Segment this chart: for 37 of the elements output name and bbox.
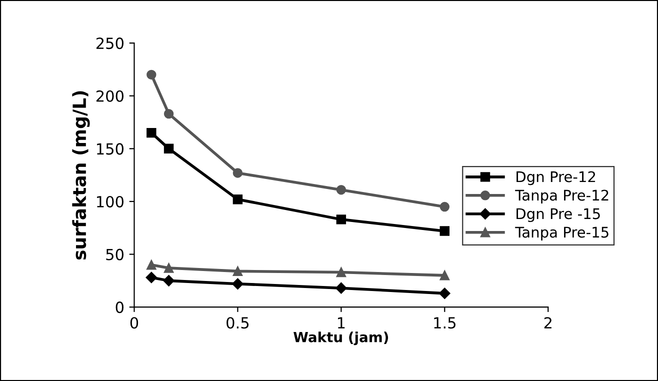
- y-tick-label: 250: [96, 38, 124, 50]
- point: [164, 263, 174, 273]
- y-tick-label: 100: [97, 196, 124, 208]
- point: [163, 275, 174, 286]
- x-tick-label: 2: [544, 317, 552, 328]
- point: [336, 267, 346, 278]
- point: [146, 272, 158, 284]
- point: [146, 128, 156, 138]
- y-tick-label: 0: [116, 302, 124, 314]
- point: [336, 184, 346, 195]
- x-tick-label: 0: [130, 317, 138, 329]
- x-tick-label: 0.5: [226, 317, 249, 329]
- legend-label: Tanpa Pre-15: [515, 226, 608, 241]
- legend-label: Dgn Pre-12: [516, 171, 596, 186]
- y-tick-label: 50: [106, 248, 124, 260]
- y-tick-label: 200: [96, 90, 124, 102]
- legend-label: Dgn Pre -15: [516, 208, 600, 222]
- point: [440, 202, 450, 212]
- x-tick-label: 1.5: [434, 317, 456, 329]
- point: [232, 168, 243, 178]
- point: [146, 260, 156, 270]
- point: [440, 270, 450, 280]
- point: [164, 108, 174, 119]
- y-axis-title: surfaktan (mg/L): [72, 91, 90, 260]
- point: [232, 278, 244, 290]
- y-tick-label: 150: [97, 143, 124, 155]
- x-tick-label: 1: [338, 317, 345, 328]
- point: [232, 266, 243, 276]
- point: [336, 282, 347, 294]
- point: [439, 288, 450, 299]
- legend-label: Tanpa Pre-12: [515, 190, 608, 204]
- point: [146, 70, 156, 80]
- point: [440, 226, 450, 236]
- point: [232, 194, 243, 204]
- point: [164, 144, 174, 154]
- point: [336, 214, 346, 224]
- x-axis-title: Waktu (jam): [294, 332, 388, 346]
